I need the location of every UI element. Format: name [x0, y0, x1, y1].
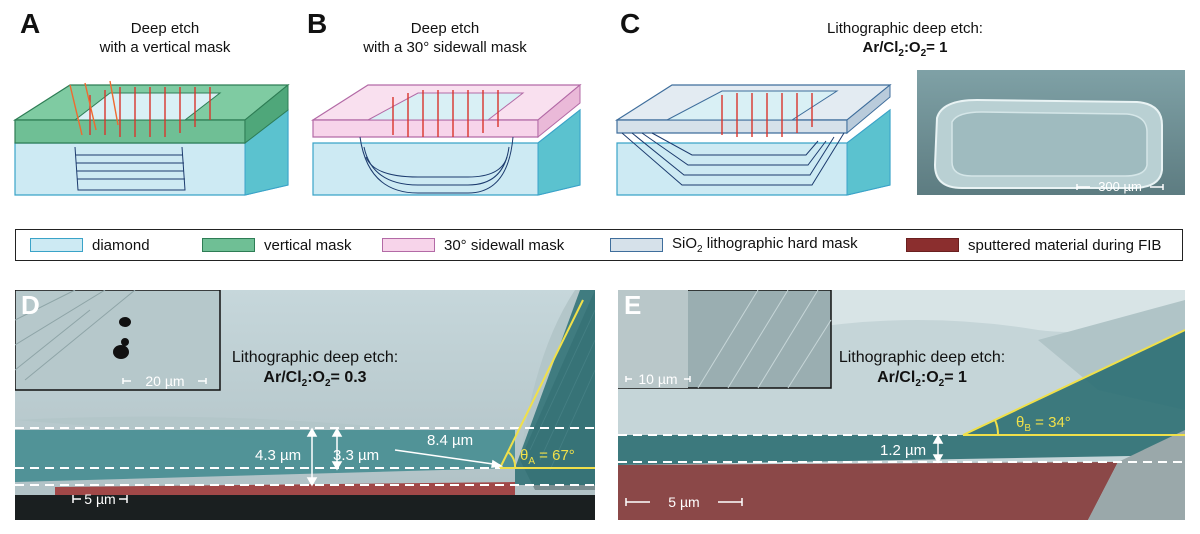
legend-label-hard-mask: SiO2 lithographic hard mask	[672, 235, 858, 255]
legend-label-diamond: diamond	[92, 236, 150, 254]
panel-label-c: C	[620, 8, 641, 39]
panel-d-angle-lines	[499, 299, 595, 469]
legend-label-sidewall-mask: 30° sidewall mask	[444, 236, 565, 254]
legend-swatch-sidewall-mask	[382, 238, 435, 252]
panel-a-title-line2: with a vertical mask	[99, 39, 231, 56]
panel-d-dim-total: 4.3 µm	[255, 447, 301, 464]
panel-a-title-line1: Deep etch	[130, 20, 200, 37]
panel-e-angle-label: θB = 34°	[1016, 414, 1071, 434]
legend-box: diamond vertical mask 30° sidewall mask …	[15, 229, 1183, 261]
panel-a-schematic	[12, 80, 290, 196]
legend-swatch-hard-mask	[610, 238, 663, 252]
panel-e-annotation-line1: Lithographic deep etch:	[839, 349, 1005, 366]
panel-c-title: Lithographic deep etch: Ar/Cl2:O2= 1	[770, 19, 1040, 63]
legend-item-vertical-mask: vertical mask	[202, 236, 352, 254]
panel-d-annotation-line1: Lithographic deep etch:	[232, 349, 398, 366]
legend-label-sputtered: sputtered material during FIB	[968, 236, 1162, 254]
legend-swatch-sputtered	[906, 238, 959, 252]
panel-label-e: E	[624, 290, 641, 320]
panel-d-inset-scale: 20 µm	[145, 373, 184, 389]
panel-e-scale-label: 5 µm	[668, 494, 699, 510]
panel-c-title-line2: Ar/Cl2:O2= 1	[862, 39, 948, 59]
legend-label-vertical-mask: vertical mask	[264, 236, 352, 254]
panel-d-annotation-line2: Ar/Cl2:O2= 0.3	[263, 369, 366, 389]
panel-d-scale-label: 5 µm	[84, 491, 115, 507]
panel-b-schematic	[310, 83, 582, 196]
panel-c-sem-image: 300 µm	[917, 70, 1185, 195]
panel-e-angle-lines	[962, 329, 1185, 436]
etch-arrows-a	[89, 87, 211, 137]
panel-c-scale-label: 300 µm	[1098, 179, 1142, 194]
panel-e-sem-image: 10 µm Lithographic deep etch: Ar/Cl2:O2=…	[618, 290, 1185, 520]
legend-item-hard-mask: SiO2 lithographic hard mask	[610, 235, 858, 255]
panel-d-dim-inner: 3.3 µm	[333, 447, 379, 464]
etch-arrows-b	[392, 90, 499, 137]
etch-arrows-c	[721, 93, 813, 137]
panel-e-annotation-line2: Ar/Cl2:O2= 1	[877, 369, 967, 389]
panel-b-title-line1: Deep etch	[410, 20, 480, 37]
legend-swatch-vertical-mask	[202, 238, 255, 252]
panel-d-sem-image: 20 µm Lithographic deep etch: Ar/Cl2:O2=…	[15, 290, 595, 520]
panel-b-title-line2: with a 30° sidewall mask	[363, 39, 527, 56]
panel-e-dim: 1.2 µm	[880, 442, 926, 459]
panel-label-b: B	[307, 8, 328, 39]
panel-a-title: Deep etch with a vertical mask	[50, 19, 280, 57]
panel-e-inset-scale: 10 µm	[638, 371, 677, 387]
legend-item-sputtered: sputtered material during FIB	[906, 236, 1162, 254]
legend-item-diamond: diamond	[30, 236, 150, 254]
legend-swatch-diamond	[30, 238, 83, 252]
panel-c-schematic	[614, 83, 892, 196]
panel-label-a: A	[20, 8, 41, 39]
panel-d-dim-horizontal: 8.4 µm	[427, 432, 473, 449]
panel-d-angle-label: θA = 67°	[520, 447, 575, 467]
panel-label-d: D	[21, 290, 40, 320]
panel-c-title-line1: Lithographic deep etch:	[827, 20, 983, 37]
legend-item-sidewall-mask: 30° sidewall mask	[382, 236, 565, 254]
panel-b-title: Deep etch with a 30° sidewall mask	[330, 19, 560, 57]
